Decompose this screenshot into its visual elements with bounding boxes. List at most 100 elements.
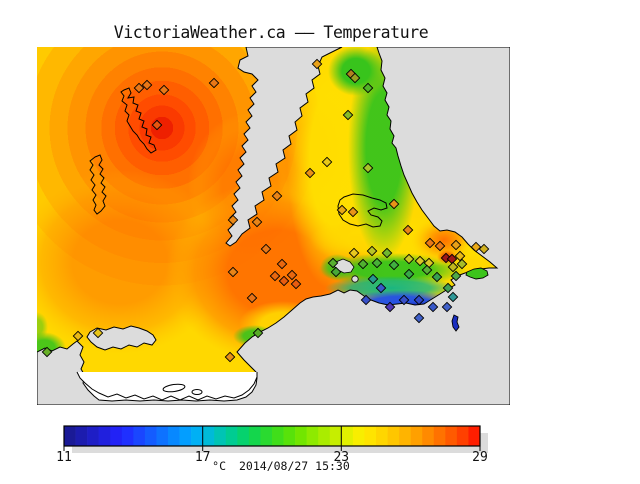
colorbar-label-23: 23 [333, 450, 349, 465]
station-marker[interactable] [454, 250, 466, 262]
colorbar-segment [168, 426, 180, 446]
station-marker[interactable] [434, 240, 446, 252]
colorbar-segment [272, 426, 284, 446]
station-marker[interactable] [276, 258, 288, 270]
strait-water [37, 47, 510, 405]
station-marker[interactable] [151, 119, 163, 131]
station-marker[interactable] [278, 275, 290, 287]
station-marker[interactable] [366, 245, 378, 257]
lake-outline-west [89, 154, 107, 215]
station-marker[interactable] [41, 346, 53, 358]
station-marker[interactable] [357, 258, 369, 270]
station-marker[interactable] [447, 291, 459, 303]
map-title: VictoriaWeather.ca —— Temperature [114, 23, 429, 42]
station-marker[interactable] [260, 243, 272, 255]
station-marker[interactable] [251, 216, 263, 228]
station-marker[interactable] [141, 79, 153, 91]
colorbar-segment [306, 426, 319, 446]
station-marker[interactable] [227, 266, 239, 278]
station-marker[interactable] [421, 264, 433, 276]
station-marker[interactable] [371, 257, 383, 269]
station-marker[interactable] [330, 266, 342, 278]
colorbar-segment [376, 426, 388, 446]
colorbar-segment [75, 426, 88, 446]
station-marker[interactable] [133, 82, 145, 94]
colorbar-segment [214, 426, 227, 446]
colorbar-segment [295, 426, 307, 446]
station-marker[interactable] [349, 72, 361, 84]
station-marker[interactable] [271, 190, 283, 202]
station-marker[interactable] [92, 327, 104, 339]
station-marker[interactable] [290, 278, 302, 290]
colorbar-segment [468, 426, 481, 446]
discovery-island [465, 267, 489, 280]
station-marker[interactable] [321, 156, 333, 168]
colorbar-segment [433, 426, 446, 446]
station-marker[interactable] [441, 301, 453, 313]
colorbar-unit: °C [212, 459, 226, 473]
colorbar-segment [341, 426, 354, 446]
sooke-basin-water [86, 325, 157, 351]
lake-outline-shawnigan [120, 87, 157, 154]
station-marker[interactable] [478, 243, 490, 255]
station-marker[interactable] [398, 294, 410, 306]
colorbar-segment [260, 426, 273, 446]
station-marker[interactable] [413, 312, 425, 324]
station-marker[interactable] [336, 204, 348, 216]
uncolored-land-coastline [76, 371, 258, 401]
station-marker[interactable] [470, 241, 482, 253]
station-marker[interactable] [427, 301, 439, 313]
station-marker[interactable] [413, 294, 425, 306]
colorbar-segment [202, 426, 215, 446]
station-marker[interactable] [269, 270, 281, 282]
station-marker[interactable] [342, 109, 354, 121]
station-marker[interactable] [402, 224, 414, 236]
station-marker[interactable] [224, 351, 236, 363]
station-marker[interactable] [403, 268, 415, 280]
station-marker[interactable] [227, 214, 239, 226]
station-marker[interactable] [367, 273, 379, 285]
station-marker[interactable] [347, 206, 359, 218]
station-marker[interactable] [362, 162, 374, 174]
station-marker[interactable] [362, 82, 374, 94]
station-marker[interactable] [72, 330, 84, 342]
colorbar-segment [456, 426, 469, 446]
colorbar-label-17: 17 [195, 450, 211, 465]
station-marker[interactable] [327, 257, 339, 269]
station-marker[interactable] [450, 239, 462, 251]
colorbar-label-29: 29 [472, 450, 488, 465]
colorbar-segment [87, 426, 99, 446]
station-marker[interactable] [304, 167, 316, 179]
station-marker[interactable] [442, 282, 454, 294]
station-marker[interactable] [246, 292, 258, 304]
station-marker[interactable] [158, 84, 170, 96]
station-marker[interactable] [384, 301, 396, 313]
station-marker[interactable] [424, 237, 436, 249]
colorbar-segment [156, 426, 169, 446]
station-marker[interactable] [311, 58, 323, 70]
saanich-inlet-water [225, 47, 343, 247]
station-marker[interactable] [348, 247, 360, 259]
station-marker[interactable] [403, 253, 415, 265]
colorbar-segment [387, 426, 400, 446]
colorbar-label-11: 11 [56, 450, 72, 465]
station-marker[interactable] [381, 247, 393, 259]
station-marker[interactable] [414, 255, 426, 267]
colorbar-segment [248, 426, 261, 446]
station-marker[interactable] [388, 198, 400, 210]
station-marker[interactable] [375, 282, 387, 294]
colorbar-segments [64, 426, 481, 446]
station-marker[interactable] [446, 253, 458, 265]
colorbar-segment [144, 426, 157, 446]
station-marker[interactable] [208, 77, 220, 89]
lake-outline-glen [191, 389, 203, 395]
station-marker[interactable] [450, 270, 462, 282]
station-marker[interactable] [388, 259, 400, 271]
station-marker[interactable] [431, 271, 443, 283]
station-marker[interactable] [252, 327, 264, 339]
station-marker[interactable] [360, 294, 372, 306]
colorbar-segment [191, 426, 203, 446]
station-marker[interactable] [286, 269, 298, 281]
station-marker[interactable] [447, 261, 459, 273]
station-marker[interactable] [456, 258, 468, 270]
